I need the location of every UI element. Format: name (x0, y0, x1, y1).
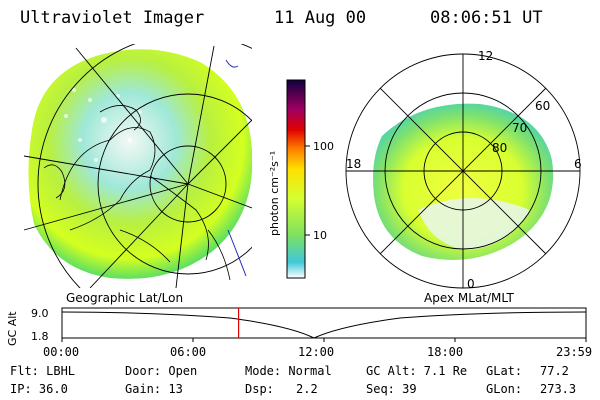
status-glat: GLat: (486, 364, 523, 378)
left-aurora-image (28, 49, 252, 279)
altitude-curve (61, 311, 587, 339)
status-flt: Flt: LBHL (10, 364, 76, 378)
status-gc-alt: GC Alt: 7.1 Re (366, 364, 468, 378)
altitude-y-bottom: 1.8 (31, 330, 49, 343)
status-dsp: Dsp: (245, 382, 274, 396)
time-tick-3: 18:00 (427, 345, 464, 359)
status-glon: GLon: (486, 382, 523, 396)
status-glon-value: 273.3 (540, 382, 577, 396)
mlat-label-60: 60 (535, 99, 550, 113)
time-tick-0: 00:00 (43, 345, 80, 359)
date-label: 11 Aug 00 (274, 8, 367, 28)
color-scale: 100 10 photon cm⁻²s⁻¹ (268, 79, 334, 279)
lat-lon-grid (23, 44, 252, 288)
status-mode: Mode: Normal (245, 364, 332, 378)
time-tick-2: 12:00 (298, 345, 335, 359)
altitude-axis-label: GC Alt (6, 311, 19, 346)
status-ip: IP: 36.0 (10, 382, 68, 396)
time-label: 08:06:51 UT (430, 8, 543, 28)
mlat-label-80: 80 (492, 141, 507, 155)
instrument-title: Ultraviolet Imager (20, 8, 205, 28)
mlt-label-18: 18 (346, 157, 361, 171)
day-night-line (225, 59, 247, 277)
oval-bright-region (418, 198, 530, 250)
time-tick-4: 23:59 (556, 345, 593, 359)
color-scale-unit: photon cm⁻²s⁻¹ (268, 151, 281, 236)
mlat-label-70: 70 (512, 121, 527, 135)
color-tick-10: 10 (313, 229, 327, 242)
altitude-y-top: 9.0 (31, 307, 49, 320)
polar-grid (345, 53, 581, 289)
mlt-label-6: 6 (574, 157, 582, 171)
left-panel-caption: Geographic Lat/Lon (66, 291, 183, 305)
mlat-mlt-polar-plot: 12 6 0 18 60 70 80 (345, 49, 582, 291)
mlt-label-0: 0 (467, 277, 475, 291)
geographic-map (23, 44, 252, 288)
right-panel-caption: Apex MLat/MLT (424, 291, 514, 305)
status-door: Door: Open (125, 364, 198, 378)
status-gain: Gain: 13 (125, 382, 183, 396)
status-dsp-value: 2.2 (296, 382, 318, 396)
time-tick-1: 06:00 (170, 345, 207, 359)
speckle-texture (64, 88, 142, 162)
status-glat-value: 77.2 (540, 364, 569, 378)
coastlines (43, 105, 231, 281)
altitude-timeline: GC Alt 9.0 1.8 (6, 307, 587, 346)
color-tick-100: 100 (313, 140, 334, 153)
color-scale-bar (286, 79, 306, 279)
status-seq: Seq: 39 (366, 382, 417, 396)
mlt-label-12: 12 (478, 49, 493, 63)
